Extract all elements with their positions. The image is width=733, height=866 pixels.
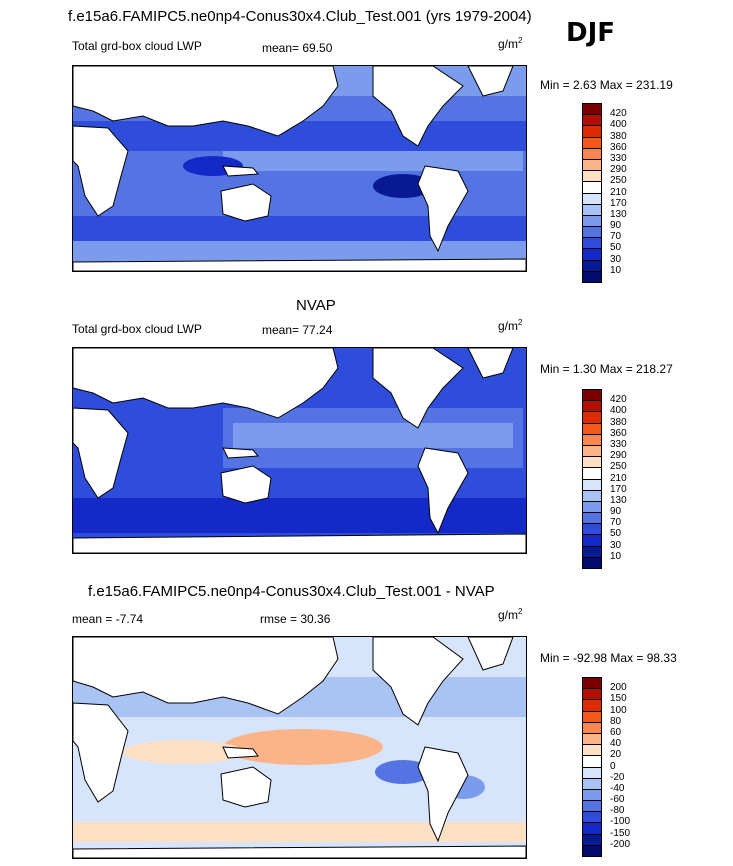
colorbar-level-label: -80 bbox=[610, 805, 625, 817]
colorbar-level-label: 170 bbox=[610, 197, 627, 209]
panel2-title: NVAP bbox=[296, 297, 336, 314]
panel2-mean: mean= 77.24 bbox=[262, 323, 333, 337]
colorbar-level-label: 50 bbox=[610, 242, 622, 254]
colorbar-level-label: 90 bbox=[610, 506, 622, 518]
colorbar-level-label: 360 bbox=[610, 427, 627, 439]
panel1-mean: mean= 69.50 bbox=[262, 41, 333, 55]
colorbar-level-label: 10 bbox=[610, 264, 622, 276]
colorbar-level-label: 420 bbox=[610, 108, 627, 120]
colorbar-level-label: 0 bbox=[610, 760, 616, 772]
panel1-units: g/m2 bbox=[498, 36, 523, 51]
main-title: f.e15a6.FAMIPC5.ne0np4-Conus30x4.Club_Te… bbox=[68, 8, 532, 25]
panel3-rmse: rmse = 30.36 bbox=[260, 612, 331, 626]
panel1-minmax: Min = 2.63 Max = 231.19 bbox=[540, 78, 673, 92]
colorbar-level-label: 210 bbox=[610, 186, 627, 198]
colorbar-level-label: 70 bbox=[610, 231, 622, 243]
colorbar-level-label: 130 bbox=[610, 208, 627, 220]
panel1-map bbox=[72, 65, 527, 272]
colorbar-level-label: -20 bbox=[610, 771, 625, 783]
colorbar-level-label: 170 bbox=[610, 483, 627, 495]
panel3-title: f.e15a6.FAMIPC5.ne0np4-Conus30x4.Club_Te… bbox=[88, 583, 495, 600]
colorbar-level-label: 90 bbox=[610, 220, 622, 232]
colorbar-level-label: 360 bbox=[610, 141, 627, 153]
colorbar-level-label: 150 bbox=[610, 693, 627, 705]
colorbar-level-label: 380 bbox=[610, 416, 627, 428]
colorbar-level-label: 290 bbox=[610, 164, 627, 176]
colorbar-level-label: 40 bbox=[610, 738, 622, 750]
colorbar-level-label: -100 bbox=[610, 816, 631, 828]
colorbar-level-label: 210 bbox=[610, 472, 627, 484]
panel1-variable-label: Total grd-box cloud LWP bbox=[72, 39, 202, 53]
colorbar-level-label: 200 bbox=[610, 682, 627, 694]
colorbar-level-label: -150 bbox=[610, 827, 631, 839]
colorbar-level-label: 30 bbox=[610, 539, 622, 551]
colorbar-level-label: 80 bbox=[610, 715, 622, 727]
colorbar-level-label: 20 bbox=[610, 749, 622, 761]
colorbar-level-label: 330 bbox=[610, 152, 627, 164]
colorbar-level-label: 250 bbox=[610, 175, 627, 187]
colorbar-swatch bbox=[582, 844, 602, 857]
panel2-units: g/m2 bbox=[498, 318, 523, 333]
colorbar-level-label: 380 bbox=[610, 130, 627, 142]
colorbar-level-label: -60 bbox=[610, 794, 625, 806]
colorbar-level-label: 400 bbox=[610, 119, 627, 131]
panel3-units: g/m2 bbox=[498, 607, 523, 622]
colorbar-level-label: 10 bbox=[610, 550, 622, 562]
colorbar-level-label: 250 bbox=[610, 461, 627, 473]
colorbar-level-label: 60 bbox=[610, 726, 622, 738]
panel1-colorbar: 420 400 380 360 330 290 250 210 170 130 90 70 50 30 10 bbox=[582, 103, 642, 283]
colorbar-level-label: 50 bbox=[610, 528, 622, 540]
colorbar-level-label: 420 bbox=[610, 394, 627, 406]
season-label: DJF bbox=[566, 18, 616, 48]
colorbar-level-label: 330 bbox=[610, 438, 627, 450]
panel2-variable-label: Total grd-box cloud LWP bbox=[72, 322, 202, 336]
colorbar-swatch bbox=[582, 270, 602, 283]
colorbar-level-label: -40 bbox=[610, 782, 625, 794]
colorbar-level-label: 130 bbox=[610, 494, 627, 506]
panel1-map-svg bbox=[73, 66, 526, 271]
colorbar-level-label: 30 bbox=[610, 253, 622, 265]
panel3-map bbox=[72, 636, 527, 859]
colorbar-level-label: 100 bbox=[610, 704, 627, 716]
panel2-colorbar: 420 400 380 360 330 290 250 210 170 130 90 70 50 30 10 bbox=[582, 389, 642, 569]
panel3-map-svg bbox=[73, 637, 526, 858]
panel3-colorbar: 200 150 100 80 60 40 20 0 -20 -40 -60 -80 -100 -150 -2… bbox=[582, 677, 642, 857]
panel3-mean: mean = -7.74 bbox=[72, 612, 144, 626]
colorbar-swatch bbox=[582, 556, 602, 569]
panel2-map-svg bbox=[73, 348, 526, 553]
panel2-minmax: Min = 1.30 Max = 218.27 bbox=[540, 362, 673, 376]
panel3-minmax: Min = -92.98 Max = 98.33 bbox=[540, 651, 677, 665]
panel2-map bbox=[72, 347, 527, 554]
colorbar-level-label: -200 bbox=[610, 838, 631, 850]
colorbar-level-label: 400 bbox=[610, 405, 627, 417]
colorbar-level-label: 290 bbox=[610, 450, 627, 462]
colorbar-level-label: 70 bbox=[610, 517, 622, 529]
